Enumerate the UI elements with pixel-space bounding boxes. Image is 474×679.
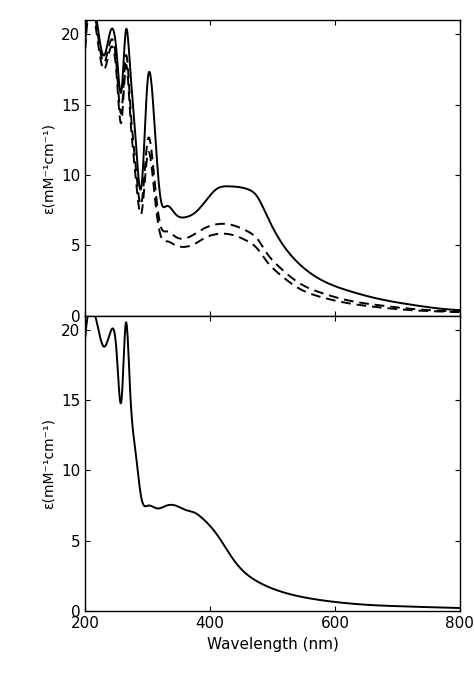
Y-axis label: ε(mM⁻¹cm⁻¹): ε(mM⁻¹cm⁻¹): [42, 122, 55, 214]
X-axis label: Wavelength (nm): Wavelength (nm): [207, 636, 338, 652]
Y-axis label: ε(mM⁻¹cm⁻¹): ε(mM⁻¹cm⁻¹): [42, 418, 55, 509]
